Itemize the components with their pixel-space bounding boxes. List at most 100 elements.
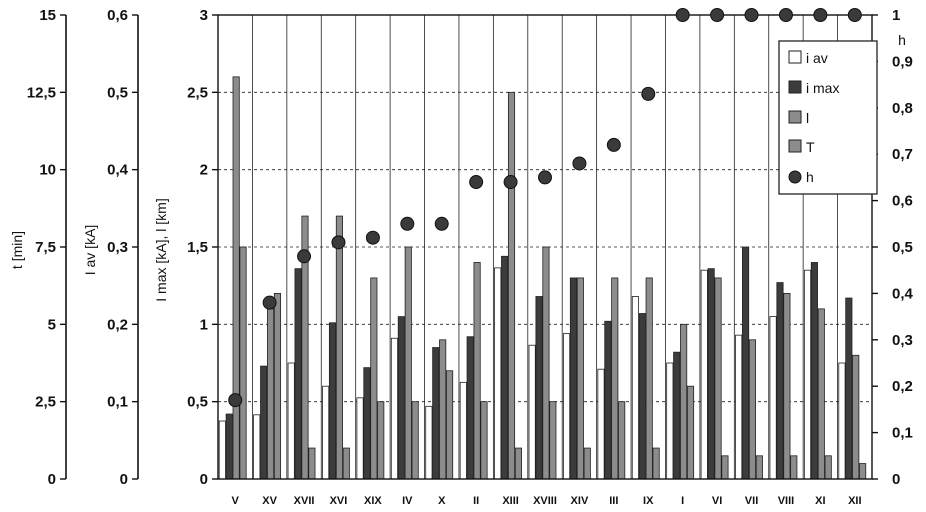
bar-i-av [287, 362, 295, 480]
bar-t [859, 463, 867, 480]
bar-i-av [700, 269, 708, 480]
category-label: XIII [502, 495, 519, 507]
bar-i-av [597, 368, 605, 480]
h-axis-tick-label: 0,1 [892, 425, 913, 442]
t-axis-tick-label: 5 [48, 316, 56, 333]
h-axis-tick-label: 0,8 [892, 100, 913, 117]
h-points [228, 8, 862, 408]
bar-t [342, 447, 350, 480]
bar-i-max [397, 316, 405, 480]
bar-i-av [494, 267, 502, 480]
i-max-axis-tick-label: 0,5 [187, 394, 208, 411]
bar-l [680, 323, 688, 480]
category-label: XVII [294, 495, 315, 507]
bar-i-max [776, 282, 784, 480]
bar-t [308, 447, 316, 480]
category-label: VIII [778, 495, 795, 507]
legend-label-i-av: i av [806, 50, 828, 66]
category-label: IX [643, 495, 654, 507]
legend: i av i max l T h [778, 40, 878, 195]
bar-t [652, 447, 660, 480]
bar-t [239, 246, 247, 480]
point-h [503, 175, 518, 190]
h-axis-label: h [898, 32, 906, 48]
bar-t [377, 401, 385, 480]
bar-i-av [390, 337, 399, 480]
bar-i-av [563, 333, 571, 480]
bar-i-av [322, 385, 330, 480]
h-axis-tick-label: 0,7 [892, 146, 913, 163]
point-h [572, 156, 587, 171]
legend-marker-h [788, 170, 802, 184]
category-label: XVIII [533, 495, 557, 507]
bar-i-max [673, 351, 681, 480]
bar-l [507, 91, 516, 480]
category-label: I [681, 495, 684, 507]
legend-label-t: T [806, 139, 815, 155]
bar-l [370, 277, 378, 480]
bar-i-av [356, 397, 364, 480]
legend-swatch-i-av [788, 50, 802, 64]
point-h [675, 8, 690, 22]
bar-i-av [838, 362, 846, 480]
point-h [538, 170, 552, 185]
point-h [813, 8, 828, 22]
bar-t [790, 455, 798, 480]
bar-t [824, 455, 832, 480]
point-h [228, 393, 243, 408]
i-av-axis-tick-label: 0,4 [107, 162, 129, 179]
category-label: VI [712, 495, 722, 507]
bar-l [645, 277, 653, 480]
t-axis-tick-label: 7,5 [35, 239, 56, 256]
category-label: XV [262, 495, 277, 507]
bar-l [817, 308, 825, 480]
i-av-axis-tick-label: 0,6 [107, 7, 128, 24]
bar-i-max [742, 246, 750, 480]
axes: V XV XVII XVI XIX IV X II XIII XVIII XIV III IX I VI VI… [27, 7, 914, 507]
category-label: II [473, 495, 479, 507]
bar-l [714, 277, 722, 480]
i-max-axis-tick-label: 1,5 [187, 239, 208, 256]
bar-t [411, 401, 419, 480]
bar-t [446, 370, 454, 480]
category-label: III [609, 495, 618, 507]
bar-i-max [294, 268, 302, 480]
bar-i-av [459, 381, 467, 480]
bar-i-max [363, 367, 371, 480]
bar-i-av [769, 316, 777, 480]
h-axis-tick-label: 0,5 [892, 239, 913, 256]
h-axis-tick-label: 0,6 [892, 193, 913, 210]
category-label: IV [402, 495, 413, 507]
bar-t [583, 447, 591, 480]
bar-i-av [803, 269, 812, 480]
point-h [262, 295, 277, 310]
category-label: XIX [364, 495, 382, 507]
category-label: V [232, 495, 240, 507]
point-h [400, 216, 415, 231]
category-label: XII [848, 495, 861, 507]
point-h [365, 230, 380, 245]
bar-l [473, 262, 481, 480]
bar-i-max [432, 347, 440, 480]
legend-label-l: l [806, 110, 809, 126]
bar-i-av [631, 296, 639, 480]
point-h [434, 216, 449, 231]
h-axis-tick-label: 1 [892, 7, 900, 24]
category-label: VII [745, 495, 758, 507]
bar-l [576, 277, 584, 480]
category-label: XI [815, 495, 825, 507]
bar-i-max [707, 268, 715, 480]
bar-l [232, 76, 240, 480]
point-h [847, 8, 862, 22]
bar-l [748, 339, 757, 480]
category-label: X [438, 495, 446, 507]
bar-l [852, 354, 860, 480]
bar-t [686, 385, 695, 480]
bar-l [335, 215, 343, 480]
t-axis-tick-label: 15 [39, 7, 56, 24]
i-max-axis-label: I max [kA], l [km] [153, 198, 169, 301]
i-av-axis-tick-label: 0,1 [107, 394, 128, 411]
t-axis-tick-label: 12,5 [27, 84, 56, 101]
bar-l [783, 292, 791, 480]
